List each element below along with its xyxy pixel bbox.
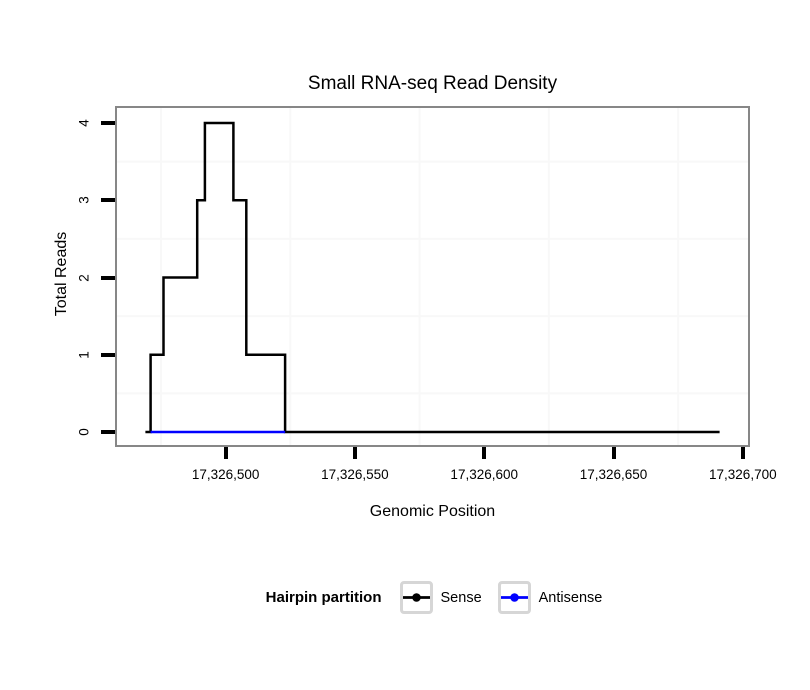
legend-title: Hairpin partition: [265, 589, 382, 606]
y-tick-label: 4: [76, 119, 92, 127]
sense-line: [145, 121, 720, 434]
legend-items: Sense Antisense: [392, 581, 611, 614]
x-tick-label: 17,326,650: [579, 467, 648, 482]
y-tick-label: 0: [76, 428, 92, 436]
x-tick-label: 17,326,500: [191, 467, 260, 482]
x-tick-mark: [223, 447, 228, 459]
y-tick-mark: [101, 430, 115, 435]
x-tick-mark: [740, 447, 745, 459]
legend: Hairpin partition Sense Antisense: [33, 581, 810, 614]
x-tick-label: 17,326,700: [709, 467, 777, 482]
x-tick-mark: [611, 447, 616, 459]
y-tick-label: 1: [76, 350, 92, 359]
plot-panel: [115, 106, 750, 447]
x-tick-mark: [352, 447, 357, 459]
y-tick-label: 3: [76, 196, 92, 204]
legend-item-antisense: Antisense: [497, 581, 611, 614]
chart-title: Small RNA-seq Read Density: [307, 73, 558, 94]
x-axis-label: Genomic Position: [369, 503, 496, 520]
x-tick-label: 17,326,550: [321, 467, 389, 482]
plot-area: [117, 108, 748, 445]
y-tick-mark: [101, 352, 115, 357]
legend-item-sense: Sense: [399, 581, 490, 614]
y-tick-mark: [101, 120, 115, 125]
legend-label-antisense: Antisense: [538, 589, 603, 606]
legend-label-sense: Sense: [440, 589, 482, 606]
y-axis-label: Total Reads: [53, 231, 70, 317]
legend-key-antisense-icon: [497, 581, 531, 614]
x-tick-mark: [482, 447, 487, 459]
x-tick-label: 17,326,600: [450, 467, 519, 482]
y-tick-label: 2: [76, 273, 92, 282]
y-tick-mark: [101, 275, 115, 280]
y-tick-mark: [101, 198, 115, 203]
legend-key-sense-icon: [399, 581, 433, 614]
